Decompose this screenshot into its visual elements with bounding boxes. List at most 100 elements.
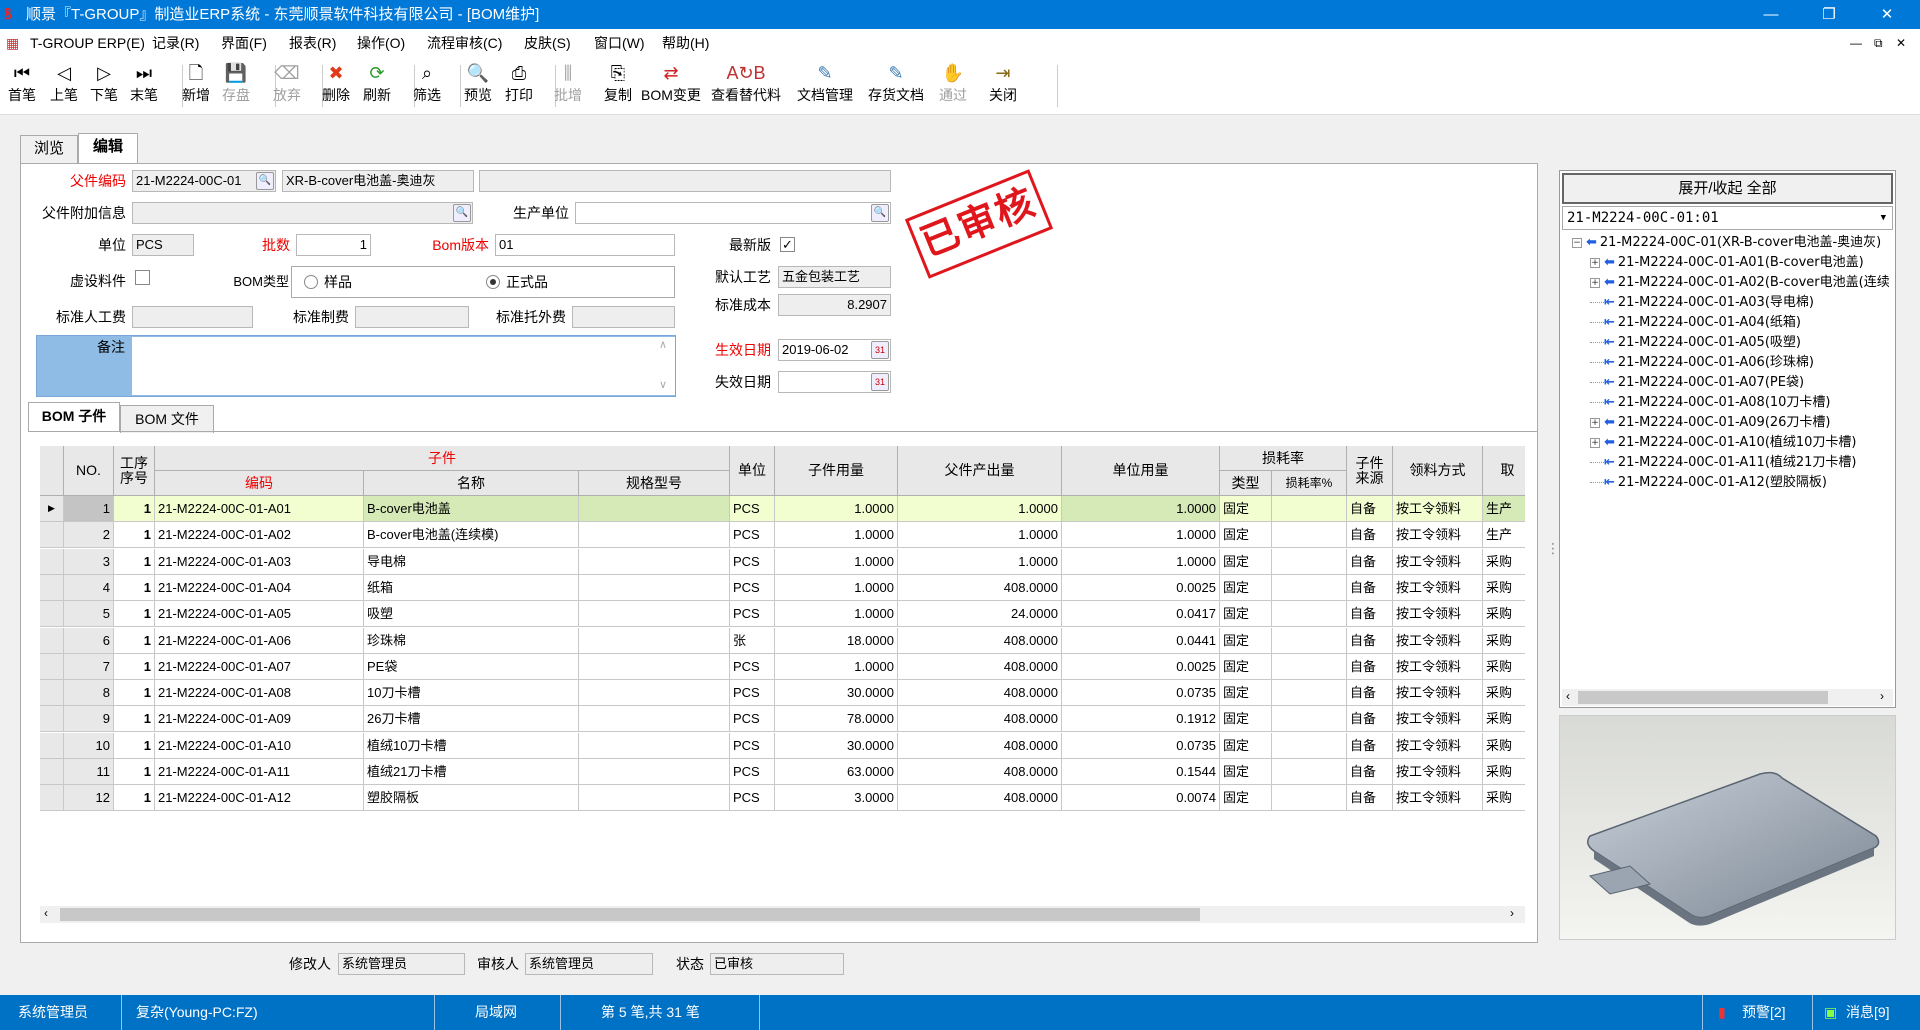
menu-item[interactable]: 皮肤(S) bbox=[524, 35, 571, 51]
toolbar-button-first-record[interactable]: ⏮ 首笔 bbox=[0, 61, 44, 105]
mdi-control-button[interactable]: — bbox=[1850, 36, 1862, 50]
row-indicator[interactable] bbox=[40, 627, 64, 654]
table-row[interactable]: 3 1 21-M2224-00C-01-A03 导电棉 PCS 1.0000 1.0000 1… bbox=[40, 548, 1525, 575]
menu-item[interactable]: 帮助(H) bbox=[662, 35, 710, 51]
column-header-loss_rate[interactable]: 损耗率% bbox=[1272, 471, 1347, 496]
menu-item[interactable]: T-GROUP ERP(E) bbox=[30, 35, 145, 51]
menu-item[interactable]: 记录(R) bbox=[152, 35, 200, 51]
menu-item[interactable]: 操作(O) bbox=[357, 35, 406, 51]
tree-node[interactable]: + ⬅ 21-M2224-00C-01-A09(26刀卡槽) bbox=[1590, 413, 1890, 433]
row-indicator[interactable] bbox=[40, 680, 64, 707]
scrollbar-thumb[interactable] bbox=[60, 908, 1200, 921]
virtual-checkbox[interactable] bbox=[135, 270, 150, 285]
tree-node[interactable]: ⇤ 21-M2224-00C-01-A12(塑胶隔板) bbox=[1590, 473, 1890, 493]
row-indicator[interactable] bbox=[40, 522, 64, 549]
alerts-button[interactable]: 预警[2] bbox=[1742, 1004, 1786, 1020]
tab-bom-children[interactable]: BOM 子件 bbox=[28, 402, 120, 432]
row-indicator[interactable] bbox=[40, 785, 64, 811]
expand-collapse-all-button[interactable]: 展开/收起 全部 bbox=[1562, 173, 1893, 204]
column-header-name[interactable]: 名称 bbox=[364, 471, 579, 496]
scroll-down-icon[interactable]: ∨ bbox=[659, 379, 668, 391]
row-indicator[interactable]: ▶ bbox=[40, 496, 64, 522]
close-button[interactable]: ✕ bbox=[1880, 6, 1894, 23]
extra-info-field[interactable]: 🔍 bbox=[132, 202, 473, 224]
toolbar-button-exit-door[interactable]: ⇥ 关闭 bbox=[981, 61, 1025, 105]
toolbar-button-previous-record[interactable]: ◁ 上笔 bbox=[42, 61, 86, 105]
tree-node[interactable]: ⇤ 21-M2224-00C-01-A11(植绒21刀卡槽) bbox=[1590, 453, 1890, 473]
toolbar-button-printer[interactable]: ⎙ 打印 bbox=[497, 61, 541, 105]
toolbar-button-substitute[interactable]: A↻B 查看替代料 bbox=[708, 61, 784, 105]
effective-date-input[interactable]: 2019-06-02 31 bbox=[778, 339, 891, 361]
table-row[interactable]: ▶ 1 1 21-M2224-00C-01-A01 B-cover电池盖 PCS 1.000… bbox=[40, 496, 1525, 522]
mdi-control-button[interactable]: ✕ bbox=[1896, 36, 1907, 50]
scroll-right-icon[interactable]: › bbox=[1510, 906, 1514, 920]
tree-node[interactable]: ⇤ 21-M2224-00C-01-A07(PE袋) bbox=[1590, 373, 1890, 393]
scroll-left-icon[interactable]: ‹ bbox=[1566, 689, 1570, 703]
tree-node[interactable]: ⇤ 21-M2224-00C-01-A04(纸箱) bbox=[1590, 313, 1890, 333]
column-header-loss_type[interactable]: 类型 bbox=[1220, 471, 1272, 496]
mdi-control-button[interactable]: ⧉ bbox=[1874, 36, 1883, 50]
scroll-up-icon[interactable]: ∧ bbox=[659, 339, 668, 351]
calendar-icon[interactable]: 31 bbox=[871, 341, 889, 359]
toolbar-button-approve[interactable]: ✋ 通过 bbox=[931, 61, 975, 105]
splitter-handle[interactable]: ⋮ bbox=[1546, 540, 1560, 556]
tab-browse[interactable]: 浏览 bbox=[20, 135, 78, 163]
tree-node[interactable]: + ⬅ 21-M2224-00C-01-A01(B-cover电池盖) bbox=[1590, 253, 1890, 273]
messages-button[interactable]: 消息[9] bbox=[1846, 1004, 1890, 1020]
lookup-icon[interactable]: 🔍 bbox=[453, 204, 471, 222]
row-indicator[interactable] bbox=[40, 732, 64, 759]
parent-code-field[interactable]: 21-M2224-00C-01 🔍 bbox=[132, 170, 276, 192]
lookup-icon[interactable]: 🔍 bbox=[871, 204, 889, 222]
row-indicator[interactable] bbox=[40, 548, 64, 575]
toolbar-button-document-manage[interactable]: ✎ 文档管理 bbox=[787, 61, 863, 105]
toolbar-button-next-record[interactable]: ▷ 下笔 bbox=[82, 61, 126, 105]
expand-icon[interactable]: + bbox=[1590, 417, 1600, 428]
row-indicator[interactable] bbox=[40, 759, 64, 785]
column-header-no[interactable]: NO. bbox=[64, 446, 114, 496]
tree-node[interactable]: ⇤ 21-M2224-00C-01-A08(10刀卡槽) bbox=[1590, 393, 1890, 413]
table-row[interactable]: 5 1 21-M2224-00C-01-A05 吸塑 PCS 1.0000 24.0000 0… bbox=[40, 601, 1525, 628]
tree-node[interactable]: + ⬅ 21-M2224-00C-01-A10(植绒10刀卡槽) bbox=[1590, 433, 1890, 453]
bom-version-selector[interactable]: 21-M2224-00C-01:01 ▼ bbox=[1562, 206, 1893, 230]
expand-icon[interactable]: + bbox=[1590, 257, 1600, 268]
column-header-unit_usage[interactable]: 单位用量 bbox=[1062, 446, 1220, 496]
batch-input[interactable]: 1 bbox=[296, 234, 371, 256]
column-header-qty[interactable]: 子件用量 bbox=[775, 446, 898, 496]
table-row[interactable]: 12 1 21-M2224-00C-01-A12 塑胶隔板 PCS 3.0000 408.0… bbox=[40, 785, 1525, 811]
column-group-loss[interactable]: 损耗率 bbox=[1220, 446, 1347, 471]
table-row[interactable]: 4 1 21-M2224-00C-01-A04 纸箱 PCS 1.0000 408.0000… bbox=[40, 574, 1525, 601]
table-row[interactable]: 10 1 21-M2224-00C-01-A10 植绒10刀卡槽 PCS 30.0000 4… bbox=[40, 732, 1525, 759]
toolbar-button-eraser[interactable]: ⌫ 放弃 bbox=[265, 61, 309, 105]
column-header-source[interactable]: 子件来源 bbox=[1347, 446, 1393, 496]
toolbar-button-new-document[interactable]: 🗋 新增 bbox=[174, 61, 218, 105]
toolbar-button-bom-change[interactable]: ⇄ BOM变更 bbox=[633, 61, 709, 105]
row-indicator[interactable] bbox=[40, 706, 64, 733]
expand-icon[interactable]: + bbox=[1590, 437, 1600, 448]
table-horizontal-scrollbar[interactable]: ‹ › bbox=[40, 906, 1525, 923]
tree-horizontal-scrollbar[interactable]: ‹ › bbox=[1562, 689, 1893, 706]
column-header-seq[interactable]: 工序序号 bbox=[114, 446, 155, 496]
row-indicator[interactable] bbox=[40, 601, 64, 628]
table-row[interactable]: 9 1 21-M2224-00C-01-A09 26刀卡槽 PCS 78.0000 408.… bbox=[40, 706, 1525, 733]
row-indicator-header[interactable] bbox=[40, 446, 64, 496]
tree-node[interactable]: − ⬅ 21-M2224-00C-01(XR-B-cover电池盖-奥迪灰) bbox=[1572, 233, 1892, 253]
menu-item[interactable]: 报表(R) bbox=[289, 35, 337, 51]
tree-node[interactable]: ⇤ 21-M2224-00C-01-A05(吸塑) bbox=[1590, 333, 1890, 353]
radio-sample[interactable] bbox=[304, 275, 318, 289]
memo-textarea[interactable] bbox=[132, 337, 675, 395]
restore-button[interactable]: ❐ bbox=[1822, 6, 1836, 23]
scroll-right-icon[interactable]: › bbox=[1880, 689, 1884, 703]
tab-edit[interactable]: 编辑 bbox=[78, 133, 138, 163]
table-row[interactable]: 7 1 21-M2224-00C-01-A07 PE袋 PCS 1.0000 408.000… bbox=[40, 653, 1525, 680]
scrollbar-thumb[interactable] bbox=[1578, 691, 1828, 704]
toolbar-button-delete[interactable]: ✖ 删除 bbox=[314, 61, 358, 105]
toolbar-button-save[interactable]: 💾 存盘 bbox=[214, 61, 258, 105]
prod-unit-field[interactable]: 🔍 bbox=[575, 202, 891, 224]
row-indicator[interactable] bbox=[40, 653, 64, 680]
radio-formal[interactable] bbox=[486, 275, 500, 289]
toolbar-button-copy[interactable]: ⎘ 复制 bbox=[596, 61, 640, 105]
toolbar-button-batch-add[interactable]: ⫼ 批增 bbox=[546, 61, 590, 105]
menu-item[interactable]: 窗口(W) bbox=[594, 35, 645, 51]
column-header-unit[interactable]: 单位 bbox=[730, 446, 775, 496]
table-row[interactable]: 8 1 21-M2224-00C-01-A08 10刀卡槽 PCS 30.0000 408.… bbox=[40, 680, 1525, 707]
